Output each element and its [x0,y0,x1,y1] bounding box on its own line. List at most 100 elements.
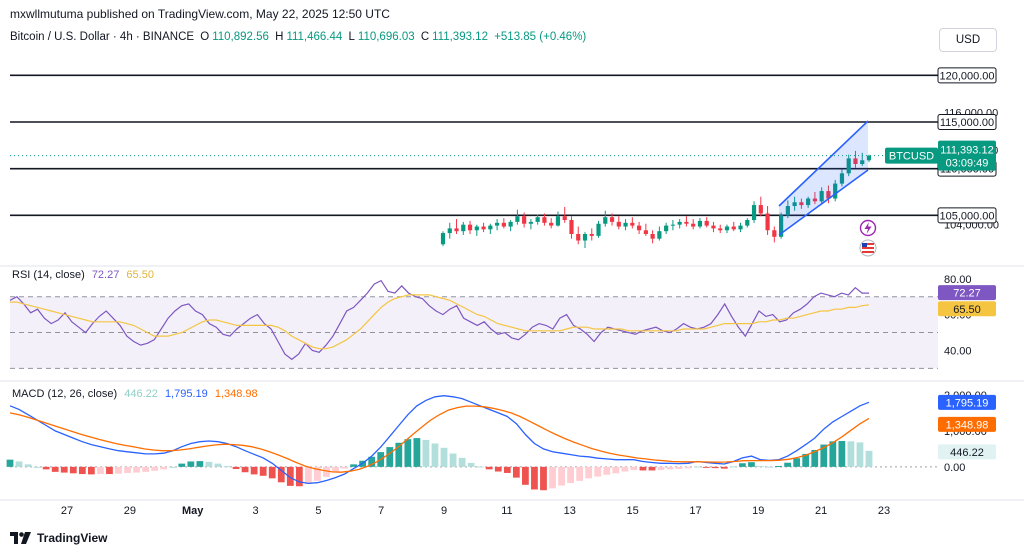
macd-histogram-bar [558,466,565,486]
macd-histogram-bar [413,438,421,467]
time-axis-tick: 11 [501,505,512,517]
candle [866,155,872,161]
symbol-title[interactable]: Bitcoin / U.S. Dollar · 4h · BINANCE [10,31,195,43]
macd-histogram-bar [42,466,50,470]
candle [481,226,486,230]
macd-histogram-bar [449,453,457,467]
candle [846,158,851,174]
macd-histogram-bar [33,466,41,468]
channel-upper-line [778,120,869,207]
candle [440,233,446,245]
time-axis-tick: May [182,505,204,517]
candle [657,231,662,239]
signal-last-label: 1,348.98 [946,419,989,431]
macd-histogram-bar [431,443,439,467]
candle [576,234,581,241]
macd-histogram-bar [684,466,692,469]
candle [528,221,534,224]
high-value: 111,466.44 [286,31,343,43]
macd-histogram-bar [15,461,23,467]
macd-histogram-bar [323,466,330,477]
candle [677,221,682,225]
candle [589,234,594,236]
macd-histogram-bar [24,464,32,467]
macd-histogram-bar [169,466,177,468]
candle [772,230,777,237]
time-axis[interactable]: 27 29 May 3 5 7 9 11 13 15 17 19 21 23 [0,499,1024,517]
candle [792,202,797,206]
macd-histogram-bar [341,466,348,469]
horizontal-level-label: 105,000.00 [939,210,994,222]
rsi-ma-legend-value: 65.50 [126,269,154,281]
histogram-last-label-bg [938,444,996,460]
macd-histogram-bar [232,466,240,470]
macd-legend: MACD (12, 26, close) 446.22 1,795.19 1,3… [12,388,258,400]
macd-histogram-bar [793,458,801,467]
macd-histogram-bar [250,466,258,475]
macd-histogram-bar [757,465,764,467]
time-axis-tick: 19 [752,505,764,517]
macd-histogram-bar [268,466,276,479]
macd-histogram-bar [259,466,267,476]
time-axis-tick: 23 [878,505,890,517]
change-value: +513.85 (+0.46%) [494,31,587,43]
macd-histogram-bar [657,466,665,471]
macd-histogram-bar [494,466,502,472]
candle [515,216,520,222]
macd-histogram-bar [838,440,846,467]
macd-histogram-bar [304,466,312,485]
macd-histogram-bar [422,439,430,467]
macd-histogram-bar [522,466,529,485]
candle [806,198,811,206]
rsi-ma-last-label: 65.50 [953,304,981,316]
macd-histogram-bar [739,463,746,467]
symbol-tag: BTCUSD [889,151,934,163]
candle [609,217,615,222]
macd-line [9,395,870,485]
macd-histogram-bar [503,466,511,473]
candle [650,234,655,239]
macd-histogram-bar [711,466,719,469]
open-value: 110,892.56 [212,31,269,43]
trading-chart[interactable]: 116,000.00112,000.00104,000.00120,000.00… [0,0,1024,526]
macd-histogram-bar [729,466,737,468]
macd-histogram-bar [630,466,638,471]
horizontal-level-label-bg [937,207,997,224]
macd-histogram-bar [820,444,828,467]
tradingview-logo-icon [10,532,31,544]
low-value: 110,696.03 [357,31,415,43]
macd-hist-legend-value: 446.22 [124,388,158,400]
macd-histogram-bar [87,466,95,475]
macd-histogram-bar [585,466,593,479]
horizontal-level-label: 115,000.00 [940,117,994,129]
candle [508,221,513,227]
macd-last-label: 1,795.19 [946,397,989,409]
open-label: O [200,31,210,43]
low-label: L [348,31,355,43]
candle [596,223,601,236]
ohlc-legend: Bitcoin / U.S. Dollar · 4h · BINANCE O 11… [10,31,589,43]
currency-button[interactable]: USD [939,28,997,52]
macd-histogram-bar [865,450,873,467]
candle [623,222,628,227]
rsi-last-label-bg [938,285,996,301]
candle [758,205,763,214]
macd-histogram-bar [106,466,113,475]
candle [630,222,635,226]
macd-histogram-bar [748,462,755,467]
macd-pane[interactable]: 2,000.001,000.000.001,795.191,348.98446.… [0,380,1024,491]
macd-histogram-bar [142,466,150,472]
high-label: H [275,31,284,43]
macd-histogram-bar [51,466,59,472]
close-label: C [420,31,430,43]
candle [603,217,608,224]
macd-histogram-bar [603,466,611,475]
rsi-axis-tick: 80.00 [944,274,972,286]
tradingview-footer[interactable]: TradingView [10,531,107,545]
macd-histogram-bar [512,466,520,478]
macd-histogram-bar [621,466,629,472]
histogram-last-label: 446.22 [950,447,984,459]
price-pane[interactable]: 116,000.00112,000.00104,000.00120,000.00… [10,67,999,257]
candle [718,228,723,231]
